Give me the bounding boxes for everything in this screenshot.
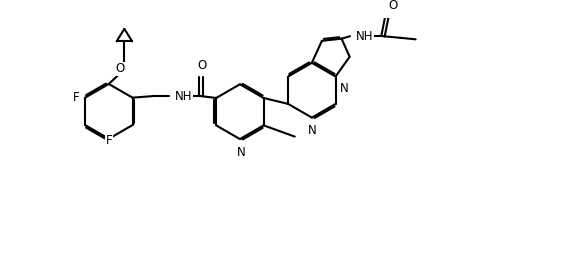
Text: O: O [115,62,125,75]
Text: F: F [73,91,79,104]
Text: NH: NH [175,90,192,103]
Text: N: N [340,82,349,95]
Text: N: N [237,146,246,159]
Text: O: O [197,59,206,72]
Text: O: O [388,0,397,12]
Text: N: N [308,124,317,138]
Text: NH: NH [356,30,373,43]
Text: F: F [105,134,112,147]
